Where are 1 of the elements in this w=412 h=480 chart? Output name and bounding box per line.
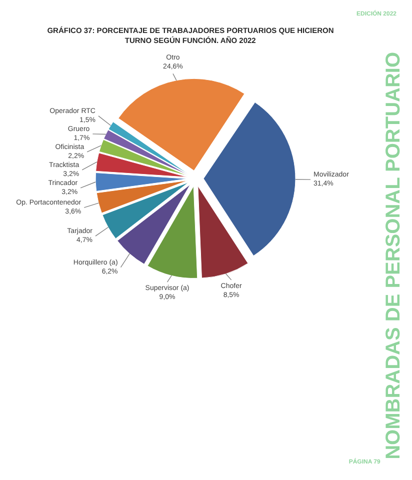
text: NOMBRADAS DE PERSONAL PORTUARIO bbox=[382, 52, 404, 460]
